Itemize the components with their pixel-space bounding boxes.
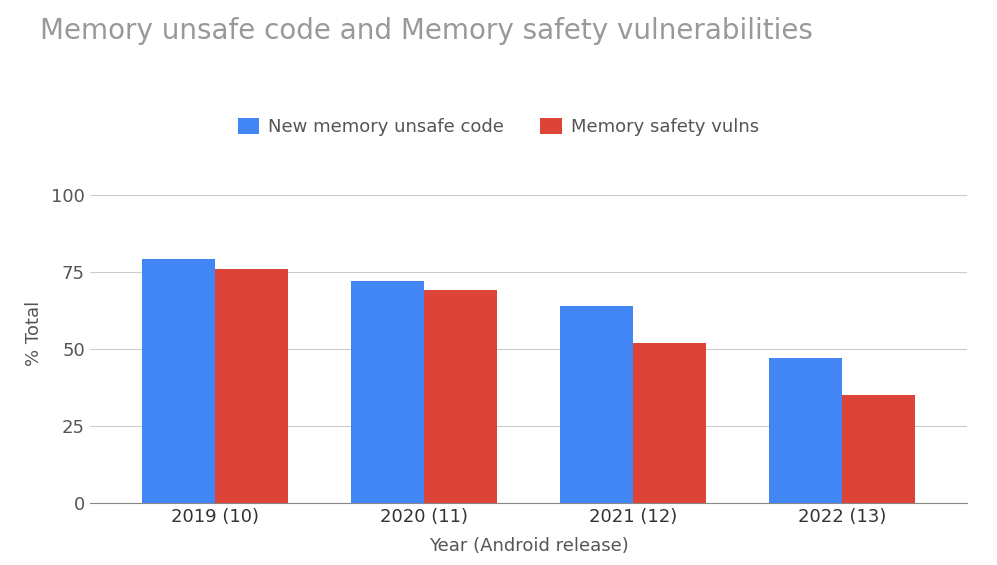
Bar xyxy=(841,395,915,503)
Bar xyxy=(142,259,215,503)
Bar xyxy=(215,268,288,503)
Bar xyxy=(351,281,424,503)
Text: Memory unsafe code and Memory safety vulnerabilities: Memory unsafe code and Memory safety vul… xyxy=(40,17,813,45)
Bar xyxy=(559,306,633,503)
Legend: New memory unsafe code, Memory safety vulns: New memory unsafe code, Memory safety vu… xyxy=(230,111,767,144)
Bar xyxy=(424,290,498,503)
Bar xyxy=(769,358,841,503)
Bar xyxy=(633,342,706,503)
Y-axis label: % Total: % Total xyxy=(25,301,43,366)
X-axis label: Year (Android release): Year (Android release) xyxy=(429,537,628,555)
